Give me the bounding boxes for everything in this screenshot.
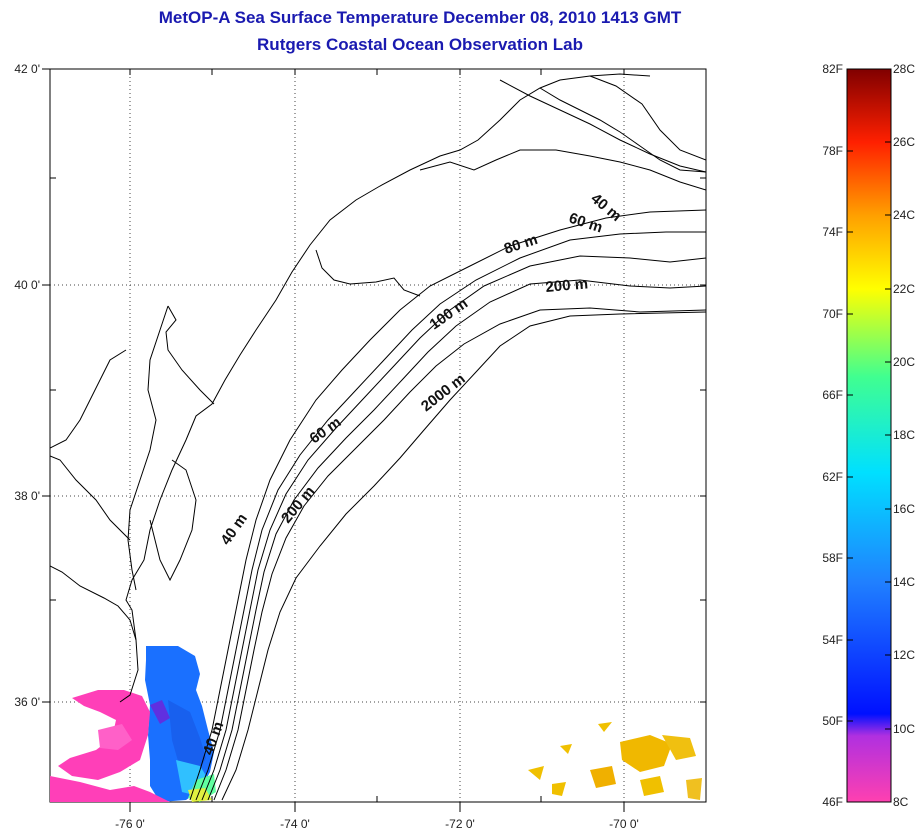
- cb-f-50: 50F: [822, 714, 843, 728]
- cb-c-18: 18C: [893, 428, 915, 442]
- cb-f-82: 82F: [822, 62, 843, 76]
- lon-label-72: -72 0': [445, 817, 475, 831]
- cb-c-24: 24C: [893, 208, 915, 222]
- lat-label-42: 42 0': [14, 62, 40, 76]
- colorbar-ticks: [847, 141, 891, 730]
- cb-f-62: 62F: [822, 470, 843, 484]
- cb-c-10: 10C: [893, 722, 915, 736]
- lon-label-76: -76 0': [115, 817, 145, 831]
- cb-c-28: 28C: [893, 62, 915, 76]
- cb-c-12: 12C: [893, 648, 915, 662]
- cb-c-26: 26C: [893, 135, 915, 149]
- map-title: MetOP-A Sea Surface Temperature December…: [158, 8, 682, 27]
- cb-f-54: 54F: [822, 633, 843, 647]
- colorbar-gradient: [846, 68, 892, 803]
- lon-label-74: -74 0': [280, 817, 310, 831]
- cb-f-74: 74F: [822, 225, 843, 239]
- cb-f-46: 46F: [822, 795, 843, 809]
- cb-c-22: 22C: [893, 282, 915, 296]
- bathymetry-contours: [189, 75, 706, 801]
- cb-f-66: 66F: [822, 388, 843, 402]
- cb-f-58: 58F: [822, 551, 843, 565]
- lat-label-40: 40 0': [14, 278, 40, 292]
- cb-f-70: 70F: [822, 307, 843, 321]
- coastline: [50, 73, 706, 703]
- cb-c-20: 20C: [893, 355, 915, 369]
- map-subtitle: Rutgers Coastal Ocean Observation Lab: [257, 35, 583, 54]
- lat-label-38: 38 0': [14, 489, 40, 503]
- sst-data: [50, 646, 702, 802]
- lat-label-36: 36 0': [14, 695, 40, 709]
- cb-c-8: 8C: [893, 795, 909, 809]
- cb-c-16: 16C: [893, 502, 915, 516]
- cb-f-78: 78F: [822, 144, 843, 158]
- cb-c-14: 14C: [893, 575, 915, 589]
- lon-label-70: -70 0': [609, 817, 639, 831]
- colorbar: 82F 78F 74F 70F 66F 62F 58F 54F 50F 46F …: [822, 62, 915, 809]
- tick-marks: [42, 68, 706, 812]
- graticule: [50, 69, 706, 802]
- contour-label-200m-north: 200 m: [545, 275, 589, 296]
